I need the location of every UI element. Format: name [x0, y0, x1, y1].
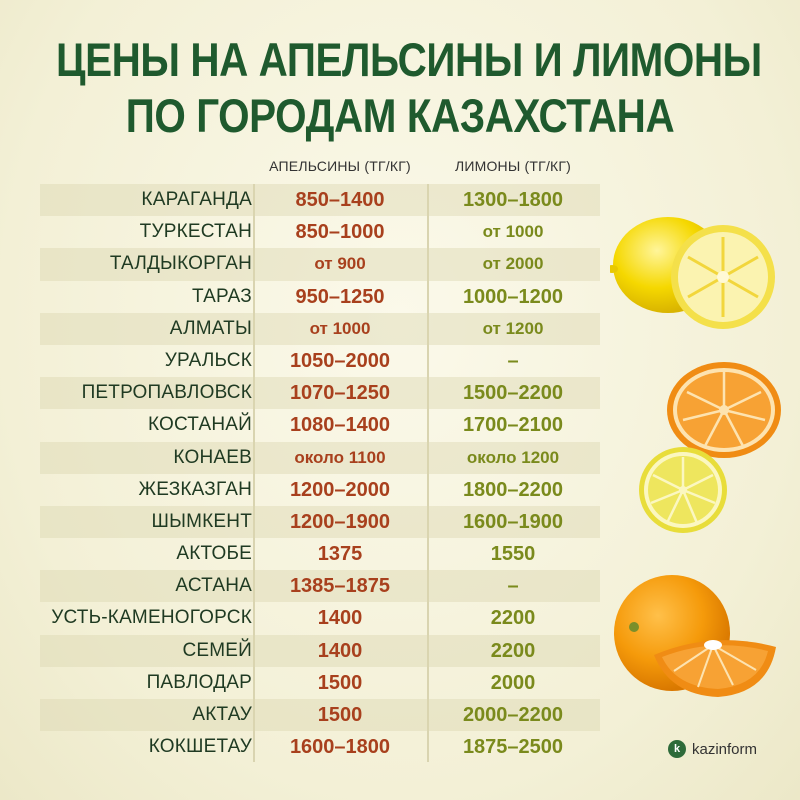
- table-row: ТУРКЕСТАН 850–1000 от 1000: [40, 216, 600, 248]
- lemon-price: от 1000: [482, 222, 544, 242]
- page-title: ЦЕНЫ НА АПЕЛЬСИНЫ И ЛИМОНЫ ПО ГОРОДАМ КА…: [56, 32, 762, 144]
- lemon-price: –: [507, 575, 519, 598]
- orange-price: 1500: [317, 704, 363, 726]
- lemon-price: от 1200: [482, 318, 544, 338]
- table-row: КОКШЕТАУ 1600–1800 1875–2500: [40, 731, 600, 763]
- lemon-slice-illustration: [639, 447, 727, 533]
- city-name: КОНАЕВ: [173, 446, 252, 468]
- orange-price: около 1100: [294, 447, 386, 467]
- kazinform-logo: k kazinform: [668, 740, 757, 758]
- table-row: АЛМАТЫ от 1000 от 1200: [40, 312, 600, 345]
- price-table: КАРАГАНДА 850–1400 1300–1800 ТУРКЕСТАН 850–1…: [40, 184, 600, 763]
- city-name: КАРАГАНДА: [141, 189, 252, 210]
- city-name: УРАЛЬСК: [164, 349, 252, 371]
- city-name: КОКШЕТАУ: [148, 736, 252, 758]
- lemon-price: около 1200: [466, 447, 560, 467]
- column-header-lemons: ЛИМОНЫ (ТГ/КГ): [454, 158, 572, 174]
- table-row: АКТОБЕ 1375 1550: [40, 538, 600, 570]
- lemon-price: 1550: [490, 543, 536, 566]
- lemon-price: 2200: [490, 639, 536, 662]
- lemon-price: 1500–2200: [462, 382, 564, 405]
- city-name: ТУРКЕСТАН: [139, 221, 252, 243]
- orange-price: 1070–1250: [289, 382, 391, 405]
- table-row: КОСТАНАЙ 1080–1400 1700–2100: [40, 409, 600, 441]
- table-row: УСТЬ-КАМЕНОГОРСК 1400 2200: [40, 602, 600, 634]
- table-row: УРАЛЬСК 1050–2000 –: [40, 345, 600, 377]
- city-name: ЖЕЗКАЗГАН: [138, 478, 252, 500]
- table-row: СЕМЕЙ 1400 2200: [40, 634, 600, 667]
- column-header-oranges: АПЕЛЬСИНЫ (ТГ/КГ): [269, 158, 411, 174]
- lemon-price: 2000: [490, 671, 536, 694]
- city-name: КОСТАНАЙ: [147, 414, 252, 436]
- city-name: АКТОБЕ: [176, 543, 252, 565]
- city-name: АЛМАТЫ: [169, 317, 252, 339]
- table-row: КОНАЕВ около 1100 около 1200: [40, 441, 600, 474]
- orange-price: 1385–1875: [289, 575, 391, 598]
- lemon-price: 2000–2200: [462, 704, 564, 726]
- lemon-price: 2200: [490, 607, 536, 630]
- city-name: АКТАУ: [192, 704, 252, 725]
- lemon-illustration: [610, 217, 775, 329]
- table-row: ЖЕЗКАЗГАН 1200–2000 1800–2200: [40, 474, 600, 506]
- city-name: ШЫМКЕНТ: [151, 510, 252, 532]
- orange-price: 1375: [317, 543, 363, 566]
- orange-price: 1600–1800: [289, 736, 391, 759]
- orange-price: 1400: [317, 607, 363, 630]
- orange-price: 1400: [317, 639, 363, 662]
- city-name: ТАРАЗ: [192, 285, 252, 307]
- column-divider: [253, 184, 255, 762]
- orange-price: 1500: [317, 671, 363, 694]
- city-name: УСТЬ-КАМЕНОГОРСК: [51, 607, 252, 629]
- city-name: ТАЛДЫКОРГАН: [109, 253, 252, 275]
- table-row: КАРАГАНДА 850–1400 1300–1800: [40, 184, 600, 217]
- lemon-price: от 2000: [482, 254, 544, 274]
- column-divider: [427, 184, 429, 762]
- orange-price: 850–1000: [295, 221, 385, 244]
- table-row: АКТАУ 1500 2000–2200: [40, 699, 600, 732]
- table-row: ТАРАЗ 950–1250 1000–1200: [40, 281, 600, 313]
- lemon-price: 1875–2500: [462, 736, 564, 759]
- kazinform-logo-text: kazinform: [692, 740, 758, 758]
- table-row: ШЫМКЕНТ 1200–1900 1600–1900: [40, 505, 600, 539]
- title-line-1: ЦЕНЫ НА АПЕЛЬСИНЫ И ЛИМОНЫ: [56, 33, 762, 86]
- lemon-price: 1700–2100: [462, 414, 564, 437]
- city-name: ПЕТРОПАВЛОВСК: [81, 382, 252, 404]
- table-row: ПАВЛОДАР 1500 2000: [40, 667, 600, 699]
- orange-price: 1050–2000: [289, 349, 391, 372]
- orange-price: 1200–1900: [289, 510, 391, 533]
- lemon-price: 1600–1900: [462, 510, 564, 533]
- table-row: ТАЛДЫКОРГАН от 900 от 2000: [40, 248, 600, 281]
- orange-slice-illustration: [667, 362, 781, 458]
- table-row: АСТАНА 1385–1875 –: [40, 570, 600, 603]
- city-name: АСТАНА: [175, 575, 252, 597]
- city-name: СЕМЕЙ: [182, 639, 252, 661]
- orange-price: 850–1400: [295, 189, 385, 211]
- city-name: ПАВЛОДАР: [146, 671, 252, 693]
- orange-price: от 900: [314, 254, 366, 274]
- orange-price: 1200–2000: [289, 478, 391, 501]
- kazinform-logo-mark: k: [668, 740, 686, 758]
- orange-price: 950–1250: [295, 285, 385, 308]
- lemon-price: 1800–2200: [462, 478, 564, 501]
- title-line-2: ПО ГОРОДАМ КАЗАХСТАНА: [125, 89, 675, 142]
- lemon-price: –: [507, 349, 519, 372]
- orange-price: от 1000: [309, 318, 371, 338]
- orange-illustration: [614, 575, 776, 697]
- lemon-price: 1000–1200: [462, 285, 564, 308]
- lemon-price: 1300–1800: [462, 189, 564, 211]
- orange-price: 1080–1400: [289, 414, 391, 437]
- table-row: ПЕТРОПАВЛОВСК 1070–1250 1500–2200: [40, 377, 600, 410]
